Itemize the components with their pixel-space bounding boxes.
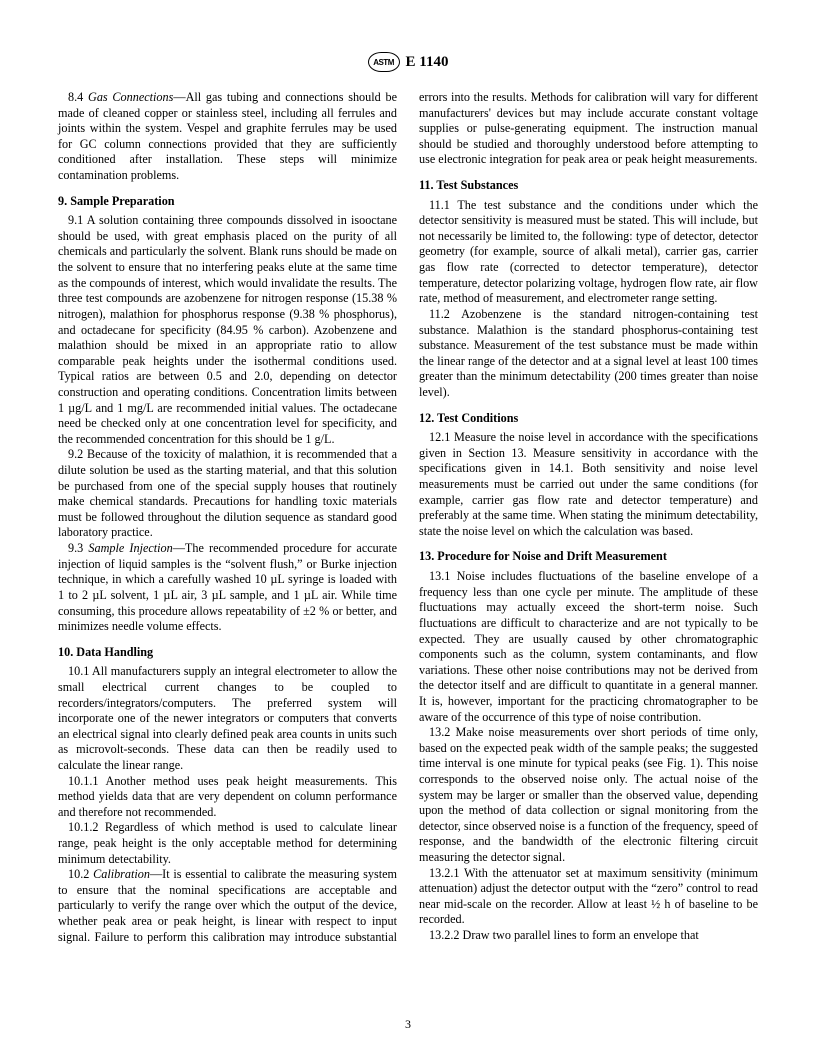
section-heading: 12. Test Conditions — [419, 411, 758, 427]
page-container: ASTM E 1140 8.4 Gas Connections—All gas … — [0, 0, 816, 1056]
content-columns: 8.4 Gas Connections—All gas tubing and c… — [58, 90, 758, 945]
body-paragraph: 8.4 Gas Connections—All gas tubing and c… — [58, 90, 397, 184]
section-heading: 13. Procedure for Noise and Drift Measur… — [419, 549, 758, 565]
body-paragraph: 10.1 All manufacturers supply an integra… — [58, 664, 397, 773]
body-paragraph: 11.2 Azobenzene is the standard nitrogen… — [419, 307, 758, 401]
body-paragraph: 10.1.1 Another method uses peak height m… — [58, 774, 397, 821]
astm-logo-icon: ASTM — [368, 52, 400, 72]
designation-text: E 1140 — [406, 54, 449, 71]
body-paragraph: 13.2 Make noise measurements over short … — [419, 725, 758, 865]
body-paragraph: 11.1 The test substance and the conditio… — [419, 198, 758, 307]
section-heading: 9. Sample Preparation — [58, 194, 397, 210]
page-number: 3 — [0, 1017, 816, 1032]
body-paragraph: 13.1 Noise includes fluctuations of the … — [419, 569, 758, 725]
body-paragraph: 13.2.2 Draw two parallel lines to form a… — [419, 928, 758, 944]
body-paragraph: 9.1 A solution containing three compound… — [58, 213, 397, 447]
document-header: ASTM E 1140 — [58, 52, 758, 72]
body-paragraph: 9.2 Because of the toxicity of malathion… — [58, 447, 397, 541]
section-heading: 11. Test Substances — [419, 178, 758, 194]
body-paragraph: 13.2.1 With the attenuator set at maximu… — [419, 866, 758, 928]
section-heading: 10. Data Handling — [58, 645, 397, 661]
body-paragraph: 9.3 Sample Injection—The recommended pro… — [58, 541, 397, 635]
body-paragraph: 10.1.2 Regardless of which method is use… — [58, 820, 397, 867]
body-paragraph: 12.1 Measure the noise level in accordan… — [419, 430, 758, 539]
